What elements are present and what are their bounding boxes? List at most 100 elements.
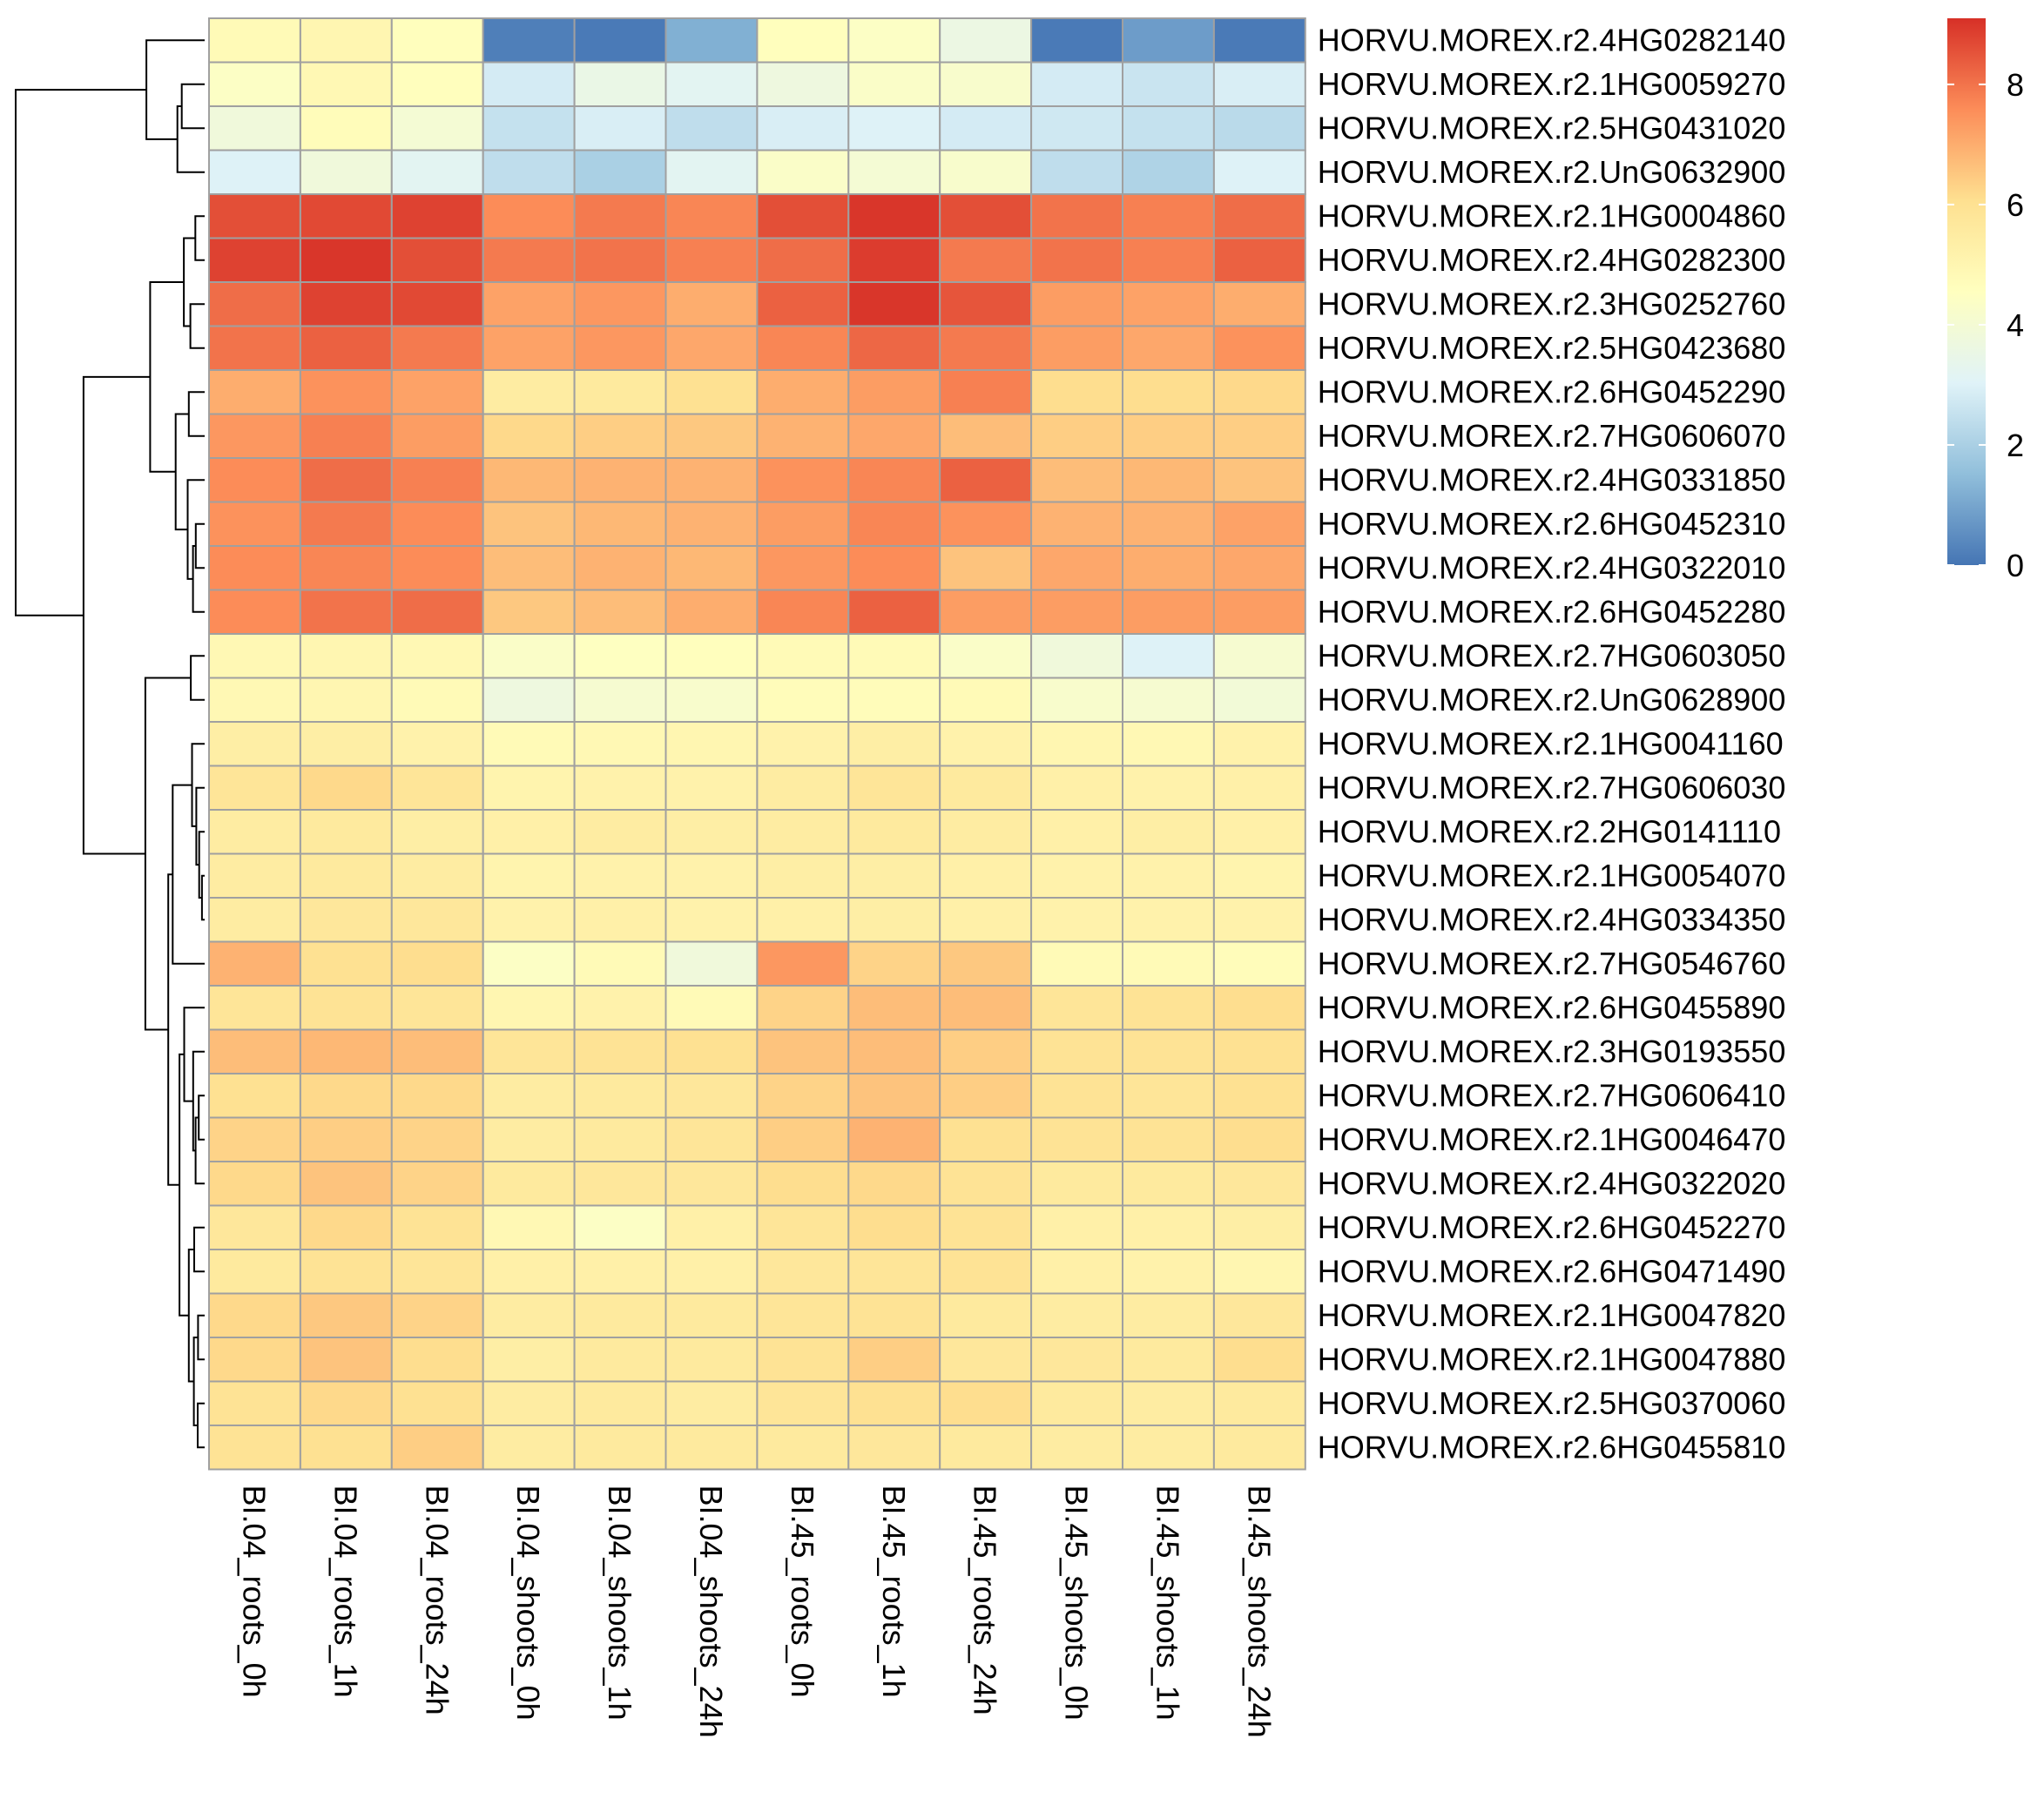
heatmap-cell — [390, 985, 484, 1031]
heatmap-cell — [482, 1292, 576, 1338]
heatmap-cell — [208, 985, 301, 1031]
heatmap-cell — [299, 369, 393, 415]
heatmap-cell — [1030, 1204, 1123, 1250]
heatmap-cell — [1122, 1028, 1215, 1074]
row-label: HORVU.MOREX.r2.6HG0471490 — [1318, 1253, 1786, 1289]
heatmap-cell — [208, 765, 301, 811]
heatmap-cell — [939, 1161, 1033, 1207]
row-label: HORVU.MOREX.r2.7HG0606410 — [1318, 1077, 1786, 1113]
heatmap-cell — [299, 897, 393, 943]
heatmap-cell — [299, 413, 393, 459]
heatmap-cell — [939, 105, 1033, 152]
heatmap-cell — [1030, 721, 1123, 767]
heatmap-cell — [939, 501, 1033, 547]
heatmap-cell — [847, 1204, 941, 1250]
heatmap-cell — [1030, 501, 1123, 547]
heatmap-cell — [1030, 1380, 1123, 1426]
heatmap-cell — [1212, 105, 1306, 152]
heatmap-cell — [573, 413, 667, 459]
heatmap-cell — [482, 677, 576, 723]
heatmap-cell — [1212, 940, 1306, 987]
heatmap-cell — [1030, 413, 1123, 459]
heatmap-cell — [390, 369, 484, 415]
legend-color-bar — [1947, 18, 1986, 565]
heatmap-cell — [664, 325, 759, 371]
heatmap-cell — [208, 897, 301, 943]
heatmap-cell — [390, 325, 484, 371]
heatmap-cell — [756, 940, 850, 987]
heatmap-cell — [756, 852, 850, 899]
heatmap-cell — [390, 17, 484, 64]
heatmap-cell — [299, 105, 393, 152]
heatmap-cell — [939, 677, 1033, 723]
column-label: BI.04_shoots_1h — [602, 1485, 637, 1721]
heatmap-cell — [299, 1028, 393, 1074]
row-label: HORVU.MOREX.r2.5HG0431020 — [1318, 110, 1786, 145]
heatmap-cell — [939, 281, 1033, 327]
heatmap-cell — [939, 457, 1033, 503]
heatmap-cell — [847, 1028, 941, 1074]
heatmap-cell — [1030, 193, 1123, 239]
heatmap-cell — [573, 985, 667, 1031]
heatmap-cell — [299, 765, 393, 811]
heatmap-cell — [208, 105, 301, 152]
row-label: HORVU.MOREX.r2.1HG0004860 — [1318, 198, 1786, 233]
heatmap-cell — [939, 61, 1033, 107]
heatmap-cell — [939, 809, 1033, 855]
heatmap-cell — [756, 457, 850, 503]
row-label: HORVU.MOREX.r2.4HG0322010 — [1318, 549, 1786, 585]
heatmap-cell — [756, 589, 850, 635]
heatmap-cell — [1212, 721, 1306, 767]
heatmap-cell — [1212, 589, 1306, 635]
heatmap-cell — [573, 1380, 667, 1426]
heatmap-cell — [847, 237, 941, 283]
heatmap-cell — [847, 897, 941, 943]
heatmap-cell — [208, 721, 301, 767]
heatmap-cell — [390, 61, 484, 107]
dendrogram-branch — [180, 83, 205, 130]
heatmap-cell — [847, 281, 941, 327]
row-label: HORVU.MOREX.r2.6HG0455890 — [1318, 989, 1786, 1025]
heatmap-cell — [573, 1425, 667, 1471]
heatmap-cell — [1212, 633, 1306, 679]
heatmap-cell — [1030, 985, 1123, 1031]
heatmap-cell — [939, 1249, 1033, 1295]
heatmap-cell — [664, 852, 759, 899]
heatmap-cell — [299, 325, 393, 371]
heatmap-cell — [1212, 1204, 1306, 1250]
heatmap-cell — [1212, 1161, 1306, 1207]
heatmap-cell — [390, 149, 484, 195]
row-label: HORVU.MOREX.r2.7HG0603050 — [1318, 637, 1786, 673]
heatmap-cell — [756, 193, 850, 239]
heatmap-cell — [208, 852, 301, 899]
heatmap-cell — [299, 852, 393, 899]
heatmap-cell — [756, 149, 850, 195]
heatmap-cell — [1122, 545, 1215, 591]
heatmap-cell — [1030, 325, 1123, 371]
heatmap-cell — [756, 1028, 850, 1074]
heatmap-cell — [390, 897, 484, 943]
color-legend: 0 2 4 6 8 — [1947, 18, 2024, 583]
dendrogram-branch — [191, 743, 205, 827]
heatmap-cell — [482, 940, 576, 987]
heatmap-cell — [390, 852, 484, 899]
heatmap-cell — [573, 1028, 667, 1074]
heatmap-cell — [573, 237, 667, 283]
heatmap-cell — [939, 985, 1033, 1031]
heatmap-cell — [664, 1204, 759, 1250]
column-label: BI.04_roots_1h — [327, 1485, 363, 1698]
heatmap-cell — [299, 809, 393, 855]
heatmap-cell — [1122, 501, 1215, 547]
row-label: HORVU.MOREX.r2.1HG0054070 — [1318, 858, 1786, 893]
heatmap-cell — [1212, 677, 1306, 723]
dendrogram-branch — [149, 281, 185, 473]
heatmap-cell — [208, 1204, 301, 1250]
heatmap-cell — [390, 1161, 484, 1207]
heatmap-cell — [1030, 281, 1123, 327]
heatmap-cell — [756, 985, 850, 1031]
heatmap-cell — [299, 589, 393, 635]
heatmap-cell — [482, 501, 576, 547]
heatmap-cell — [847, 369, 941, 415]
heatmap-cell — [939, 633, 1033, 679]
heatmap-cell — [299, 1161, 393, 1207]
